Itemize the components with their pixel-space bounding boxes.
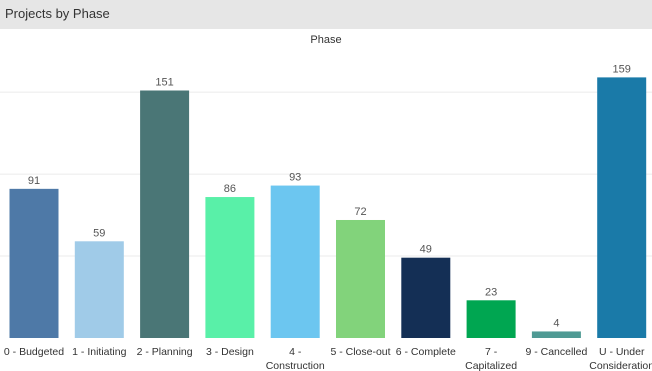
data-label: 59 bbox=[93, 227, 105, 239]
bar[interactable] bbox=[466, 300, 516, 338]
category-label: 2 - Planning bbox=[137, 346, 193, 358]
bar[interactable] bbox=[401, 257, 451, 338]
bar[interactable] bbox=[531, 331, 581, 338]
data-label: 91 bbox=[28, 175, 40, 187]
category-label: 4 -Construction bbox=[266, 346, 325, 371]
data-label: 49 bbox=[420, 244, 432, 256]
bars bbox=[9, 77, 647, 339]
data-label: 4 bbox=[553, 317, 559, 329]
value-labels: 91 59 151 86 93 72 49 23 4 159 bbox=[28, 63, 631, 329]
sheet-header: Projects by Phase bbox=[0, 0, 652, 29]
data-label: 86 bbox=[224, 183, 236, 195]
category-label: 5 - Close-out bbox=[330, 346, 390, 358]
category-label: 6 - Complete bbox=[396, 346, 456, 358]
bar[interactable] bbox=[270, 185, 320, 338]
data-label: 72 bbox=[354, 206, 366, 218]
chart-area: Phase 91 59 151 86 93 72 49 23 4 159 0 - Budgeted… bbox=[0, 29, 652, 371]
data-label: 93 bbox=[289, 172, 301, 184]
category-label: 0 - Budgeted bbox=[4, 346, 64, 358]
bar[interactable] bbox=[336, 219, 385, 338]
category-label: 1 - Initiating bbox=[72, 346, 126, 358]
data-label: 23 bbox=[485, 286, 497, 298]
category-label: 7 -Capitalized bbox=[465, 346, 517, 371]
bar[interactable] bbox=[597, 77, 647, 338]
bar[interactable] bbox=[9, 188, 59, 338]
bar[interactable] bbox=[74, 241, 124, 338]
data-label: 151 bbox=[155, 77, 173, 89]
data-label: 159 bbox=[613, 63, 631, 75]
category-label: 9 - Cancelled bbox=[525, 346, 587, 358]
bar[interactable] bbox=[140, 90, 190, 339]
bar[interactable] bbox=[205, 197, 255, 338]
sheet-title: Projects by Phase bbox=[5, 6, 110, 21]
category-label: U - Under Consideration bbox=[589, 346, 652, 371]
category-label: 3 - Design bbox=[206, 346, 254, 358]
bar-chart: Phase 91 59 151 86 93 72 49 23 4 159 0 - Budgeted… bbox=[0, 34, 652, 371]
x-axis-title: Phase bbox=[310, 34, 341, 46]
category-labels: 0 - Budgeted 1 - Initiating 2 - Planning 3 … bbox=[4, 346, 652, 371]
